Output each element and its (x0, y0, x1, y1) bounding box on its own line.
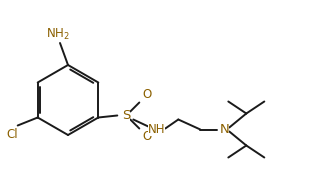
Text: N: N (219, 123, 229, 136)
Text: O: O (143, 130, 152, 143)
Text: Cl: Cl (6, 128, 17, 141)
Text: S: S (122, 109, 130, 122)
Text: O: O (143, 88, 152, 101)
Text: NH$_2$: NH$_2$ (46, 26, 70, 42)
Text: NH: NH (148, 123, 165, 136)
